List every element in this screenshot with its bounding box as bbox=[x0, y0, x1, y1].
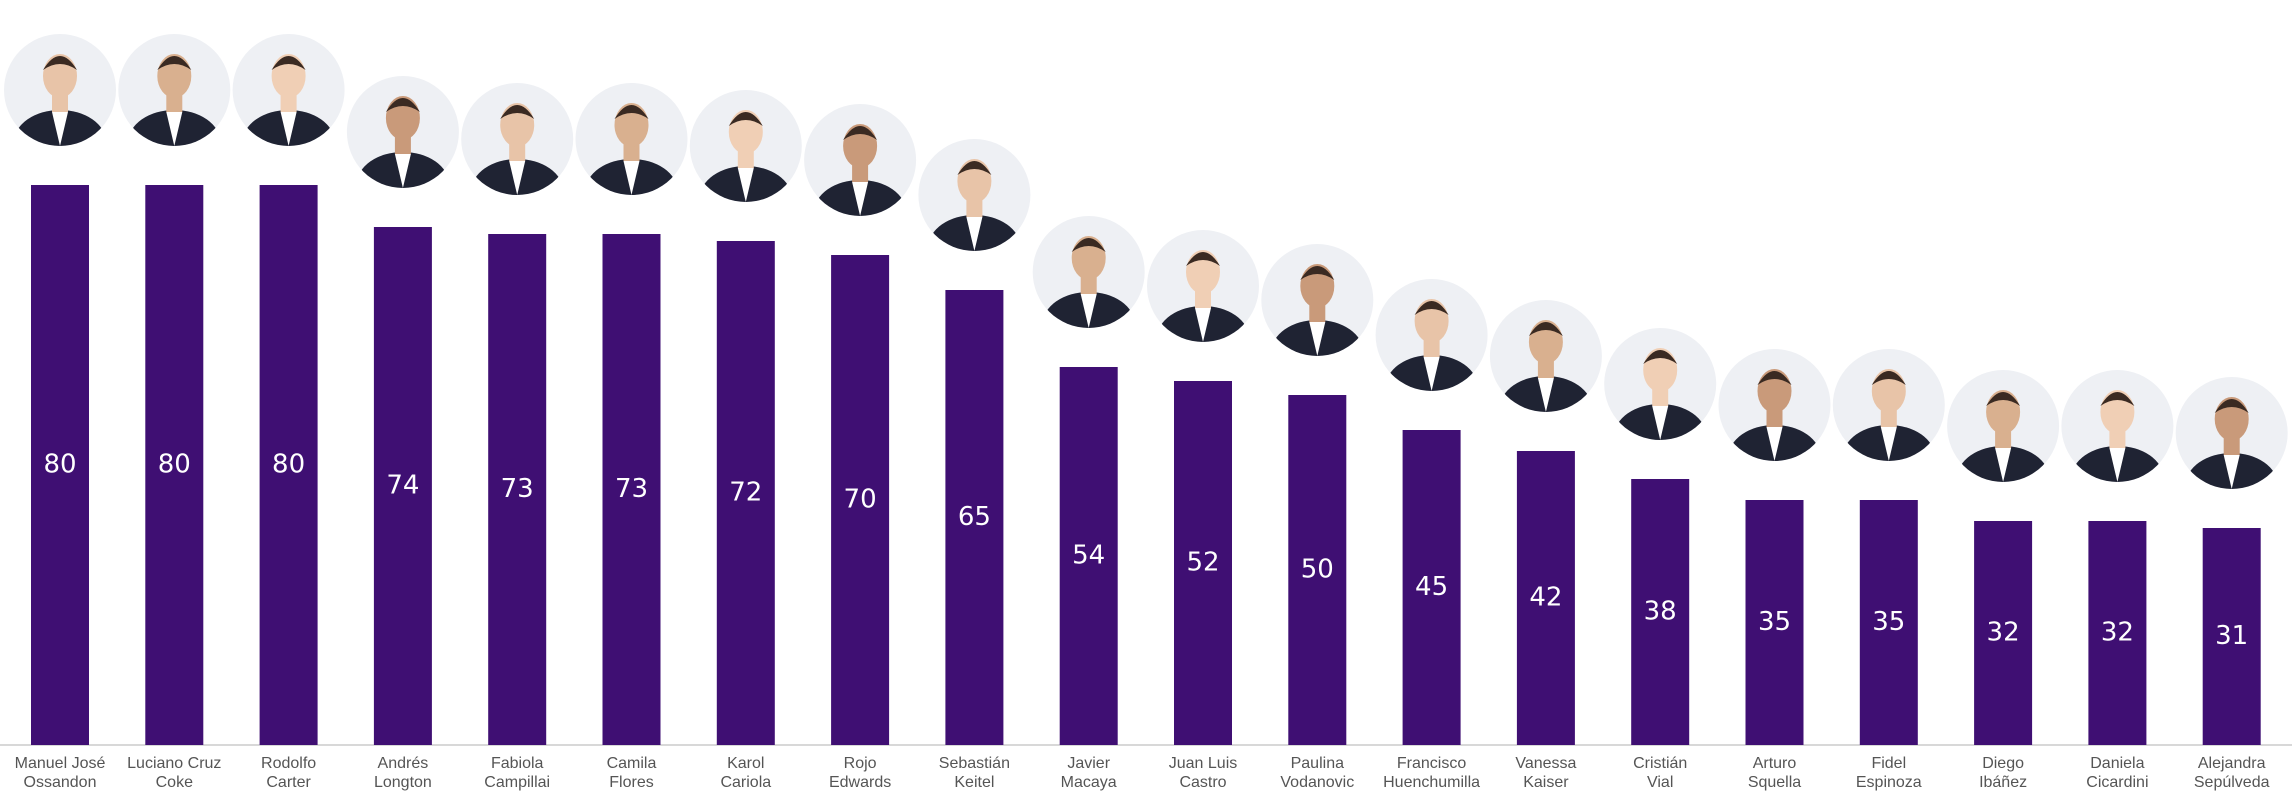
photo bbox=[4, 34, 116, 174]
x-tick-label: Alejandra Sepúlveda bbox=[2175, 754, 2289, 792]
x-tick-label: Daniela Cicardini bbox=[2060, 754, 2174, 792]
photo bbox=[918, 139, 1030, 279]
value-label: 70 bbox=[844, 485, 877, 515]
photo bbox=[118, 34, 230, 174]
x-tick-label: Andrés Longton bbox=[346, 754, 460, 792]
value-label: 35 bbox=[1872, 607, 1905, 637]
x-tick-label: Arturo Squella bbox=[1718, 754, 1832, 792]
photo bbox=[233, 34, 345, 174]
value-label: 73 bbox=[615, 474, 648, 504]
x-tick-label: Diego Ibáñez bbox=[1946, 754, 2060, 792]
x-tick-label: Luciano Cruz Coke bbox=[117, 754, 231, 792]
x-tick-label: Fabiola Campillai bbox=[460, 754, 574, 792]
x-tick-label: Francisco Huenchumilla bbox=[1375, 754, 1489, 792]
value-label: 72 bbox=[729, 478, 762, 508]
x-tick-label: Juan Luis Castro bbox=[1146, 754, 1260, 792]
photo bbox=[1376, 279, 1488, 419]
photo bbox=[347, 76, 459, 216]
value-label: 32 bbox=[1987, 618, 2020, 648]
photo bbox=[2176, 377, 2288, 517]
photo bbox=[1833, 349, 1945, 489]
value-label: 65 bbox=[958, 502, 991, 532]
photo bbox=[804, 104, 916, 244]
x-tick-label: Cristián Vial bbox=[1603, 754, 1717, 792]
x-tick-label: Karol Cariola bbox=[689, 754, 803, 792]
x-tick-label: Javier Macaya bbox=[1032, 754, 1146, 792]
photo bbox=[1147, 230, 1259, 370]
value-label: 38 bbox=[1644, 597, 1677, 627]
plot: 80 80 80 bbox=[0, 0, 2292, 795]
photo bbox=[1490, 300, 1602, 440]
value-label: 80 bbox=[272, 450, 305, 480]
photo bbox=[690, 90, 802, 230]
value-label: 32 bbox=[2101, 618, 2134, 648]
value-label: 35 bbox=[1758, 607, 1791, 637]
photo bbox=[576, 83, 688, 223]
value-label: 42 bbox=[1529, 583, 1562, 613]
value-label: 52 bbox=[1186, 548, 1219, 578]
photo bbox=[461, 83, 573, 223]
photo bbox=[2061, 370, 2173, 510]
value-label: 31 bbox=[2215, 621, 2248, 651]
value-label: 73 bbox=[501, 474, 534, 504]
x-tick-label: Paulina Vodanovic bbox=[1260, 754, 1374, 792]
value-label: 74 bbox=[386, 471, 419, 501]
photo bbox=[1604, 328, 1716, 468]
x-tick-label: Sebastián Keitel bbox=[917, 754, 1031, 792]
photo bbox=[1261, 244, 1373, 384]
x-tick-label: Rodolfo Carter bbox=[232, 754, 346, 792]
value-label: 54 bbox=[1072, 541, 1105, 571]
photo bbox=[1719, 349, 1831, 489]
value-label: 45 bbox=[1415, 572, 1448, 602]
photo bbox=[1947, 370, 2059, 510]
photo bbox=[1033, 216, 1145, 356]
x-tick-label: Fidel Espinoza bbox=[1832, 754, 1946, 792]
value-label: 80 bbox=[158, 450, 191, 480]
chart: 80 80 80 bbox=[0, 0, 2292, 795]
value-label: 50 bbox=[1301, 555, 1334, 585]
x-tick-label: Camila Flores bbox=[575, 754, 689, 792]
x-tick-label: Vanessa Kaiser bbox=[1489, 754, 1603, 792]
x-tick-label: Manuel José Ossandon bbox=[3, 754, 117, 792]
value-label: 80 bbox=[43, 450, 76, 480]
x-tick-label: Rojo Edwards bbox=[803, 754, 917, 792]
